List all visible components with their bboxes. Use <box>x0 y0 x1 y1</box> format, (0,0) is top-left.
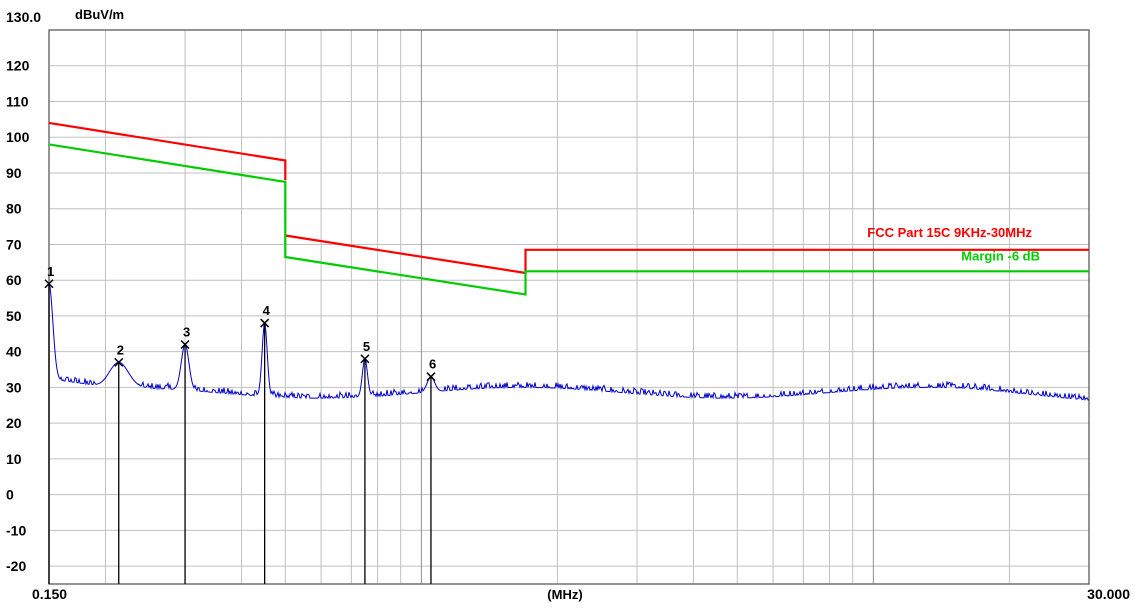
limit-line-label: FCC Part 15C 9KHz-30MHz <box>867 225 1032 240</box>
y-tick-label: 40 <box>6 344 22 360</box>
marker-x <box>260 318 270 328</box>
grid <box>49 30 1089 584</box>
markers: 1 2 3 4 5 6 <box>44 264 436 584</box>
marker-x <box>114 357 124 367</box>
y-tick-label: 10 <box>6 451 22 467</box>
limit-line-segment <box>48 121 287 181</box>
marker-x <box>180 339 190 350</box>
y-tick-label: 90 <box>6 165 22 181</box>
y-tick-label: 30 <box>6 379 22 395</box>
marker-label: 1 <box>47 264 54 279</box>
y-tick-label: 110 <box>6 93 29 109</box>
y-tick-label: 20 <box>6 415 22 431</box>
labels: 130.0 dBuV/m (MHz) 0.150 30.000 FCC Part… <box>6 7 1130 602</box>
marker-label: 4 <box>263 303 271 318</box>
y-tick-label: 50 <box>6 308 22 324</box>
y-tick-label: 0 <box>6 487 14 503</box>
marker-label: 3 <box>183 325 190 340</box>
y-tick-label: 80 <box>6 201 22 217</box>
marker-label: 5 <box>363 339 370 354</box>
plot-border <box>48 29 1090 585</box>
margin-line-label: Margin -6 dB <box>961 248 1040 263</box>
limit-line-segment <box>285 234 1089 275</box>
marker-x <box>360 354 370 364</box>
y-tick-label: 70 <box>6 236 22 252</box>
marker-x <box>44 279 54 289</box>
x-tick-label-max: 30.000 <box>1087 586 1130 602</box>
marker-x <box>426 372 436 382</box>
marker-label: 2 <box>117 342 124 357</box>
measurement-trace <box>48 283 1090 401</box>
series <box>48 121 1090 401</box>
y-tick-label: 120 <box>6 58 30 74</box>
y-tick-label: -10 <box>6 522 26 538</box>
x-tick-label-min: 0.150 <box>32 586 67 602</box>
marker-label: 6 <box>429 357 436 372</box>
y-tick-label: 100 <box>6 129 30 145</box>
y-axis-max-label: 130.0 <box>6 9 41 25</box>
x-axis-unit-label: (MHz) <box>547 587 582 602</box>
y-tick-label: 60 <box>6 272 22 288</box>
y-axis-unit-label: dBuV/m <box>75 7 124 22</box>
y-tick-label: -20 <box>6 558 26 574</box>
margin-line-segment <box>48 143 1089 296</box>
